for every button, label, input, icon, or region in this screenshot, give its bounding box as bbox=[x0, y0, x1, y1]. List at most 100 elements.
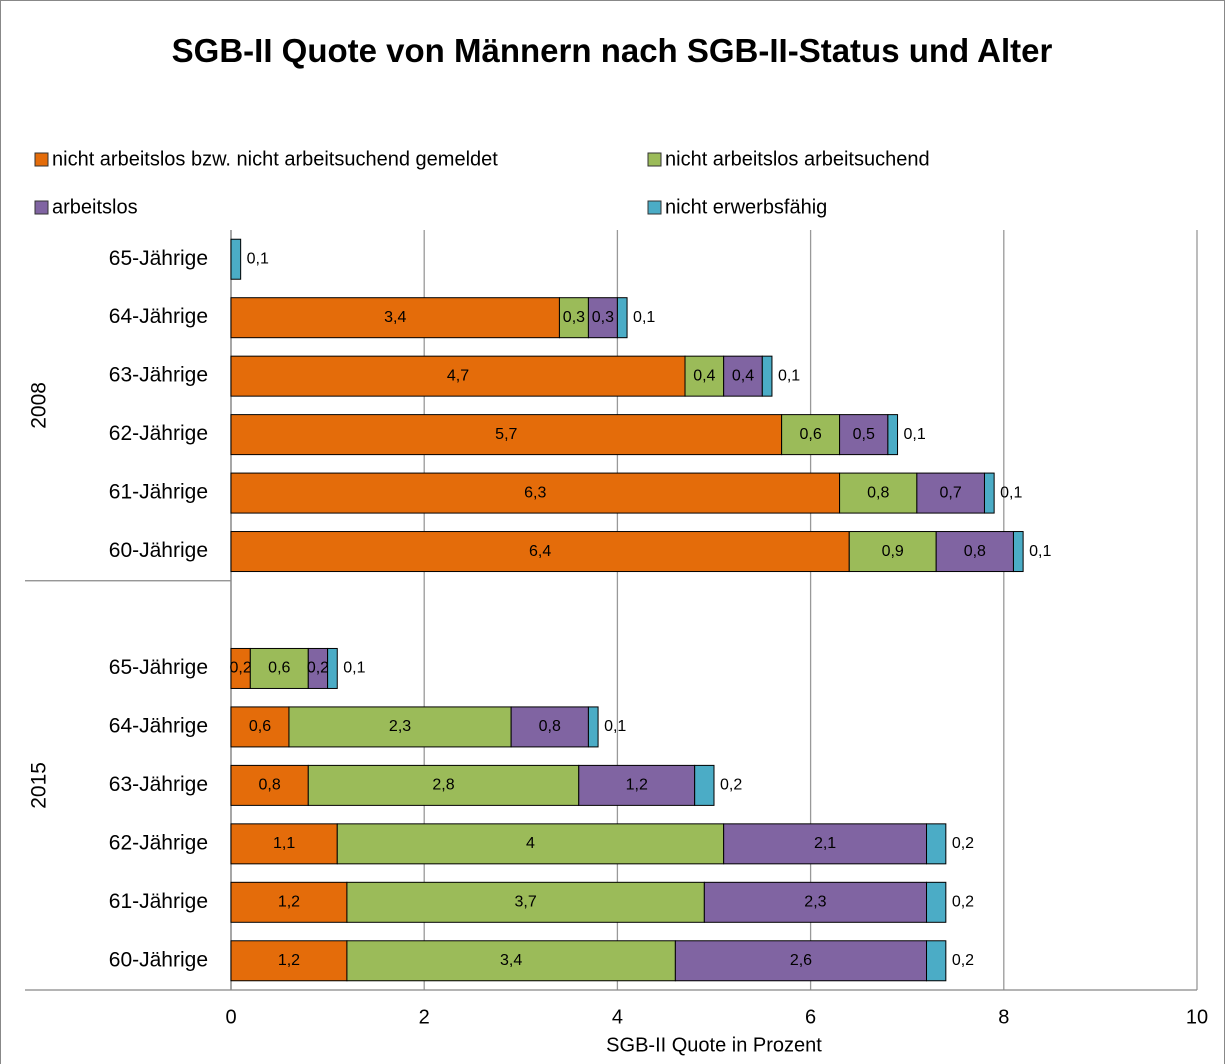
bar-segment bbox=[926, 823, 947, 865]
y-tick-label: 64-Jährige bbox=[109, 305, 208, 328]
bar-segment bbox=[926, 881, 947, 923]
data-label: 1,2 bbox=[278, 952, 300, 969]
bar-segment bbox=[616, 297, 628, 339]
y-tick-label: 61-Jährige bbox=[109, 481, 208, 504]
bar-segment bbox=[230, 531, 850, 573]
data-label: 0,2 bbox=[307, 660, 329, 677]
data-label: 0,1 bbox=[778, 367, 800, 384]
y-tick-label: 60-Jährige bbox=[109, 948, 208, 971]
x-tick-label: 10 bbox=[1186, 1006, 1208, 1028]
data-label: 0,2 bbox=[720, 777, 742, 794]
data-label: 1,2 bbox=[278, 894, 300, 911]
bar-segment bbox=[230, 414, 783, 456]
data-label: 0,7 bbox=[940, 484, 962, 501]
bar-segment bbox=[230, 940, 348, 982]
y-tick-label: 64-Jährige bbox=[109, 714, 208, 737]
data-label: 0,9 bbox=[882, 543, 904, 560]
data-label: 0,1 bbox=[343, 660, 365, 677]
data-label: 0,1 bbox=[247, 250, 269, 267]
data-label: 1,2 bbox=[626, 777, 648, 794]
bar-segment bbox=[848, 531, 937, 573]
y-tick-label: 60-Jährige bbox=[109, 539, 208, 562]
x-tick-label: 8 bbox=[998, 1006, 1009, 1028]
bar-segment bbox=[935, 531, 1014, 573]
legend-swatch bbox=[647, 152, 662, 167]
data-label: 0,4 bbox=[732, 367, 754, 384]
data-label: 0,1 bbox=[1000, 484, 1022, 501]
y-tick-label: 65-Jährige bbox=[109, 247, 208, 270]
data-label: 0,1 bbox=[1029, 543, 1051, 560]
legend-label: nicht arbeitslos bzw. nicht arbeitsuchen… bbox=[52, 148, 498, 170]
data-label: 0,1 bbox=[633, 309, 655, 326]
bar-segment bbox=[983, 472, 995, 514]
bar-segment bbox=[723, 355, 763, 397]
y-tick-label: 63-Jährige bbox=[109, 773, 208, 796]
bar-segment bbox=[230, 823, 338, 865]
bar-segment bbox=[346, 881, 705, 923]
data-label: 0,8 bbox=[964, 543, 986, 560]
bar-segment bbox=[336, 823, 725, 865]
legend-label: nicht erwerbsfähig bbox=[665, 196, 827, 218]
data-label: 0,8 bbox=[539, 718, 561, 735]
bar-segment bbox=[510, 706, 589, 748]
group-label: 2015 bbox=[28, 762, 51, 809]
group-label: 2008 bbox=[28, 382, 51, 429]
data-label: 0,6 bbox=[249, 718, 271, 735]
data-label: 4 bbox=[526, 835, 535, 852]
y-tick-label: 63-Jährige bbox=[109, 364, 208, 387]
legend-label: nicht arbeitslos arbeitsuchend bbox=[665, 148, 930, 170]
bar-segment bbox=[578, 764, 696, 806]
data-label: 6,3 bbox=[524, 484, 546, 501]
bar-segment bbox=[230, 355, 686, 397]
x-tick-label: 6 bbox=[805, 1006, 816, 1028]
data-label: 0,6 bbox=[268, 660, 290, 677]
legend-swatch bbox=[34, 200, 49, 215]
bar-segment bbox=[684, 355, 725, 397]
data-label: 0,2 bbox=[952, 835, 974, 852]
y-tick-label: 65-Jährige bbox=[109, 656, 208, 679]
y-tick-label: 62-Jährige bbox=[109, 831, 208, 854]
data-label: 1,1 bbox=[273, 835, 295, 852]
data-label: 2,3 bbox=[804, 894, 826, 911]
data-label: 3,4 bbox=[500, 952, 522, 969]
bar-segment bbox=[703, 881, 928, 923]
x-tick-label: 4 bbox=[612, 1006, 623, 1028]
data-label: 4,7 bbox=[447, 367, 469, 384]
x-tick-label: 2 bbox=[419, 1006, 430, 1028]
data-label: 0,6 bbox=[799, 426, 821, 443]
legend-swatch bbox=[34, 152, 49, 167]
data-label: 2,6 bbox=[790, 952, 812, 969]
bar-segment bbox=[1012, 531, 1024, 573]
x-tick-label: 0 bbox=[225, 1006, 236, 1028]
data-label: 3,7 bbox=[515, 894, 537, 911]
y-tick-label: 62-Jährige bbox=[109, 422, 208, 445]
data-label: 3,4 bbox=[384, 309, 406, 326]
data-label: 0,8 bbox=[867, 484, 889, 501]
x-axis-title: SGB-II Quote in Prozent bbox=[606, 1034, 822, 1056]
y-tick-label: 61-Jährige bbox=[109, 890, 208, 913]
bar-segment bbox=[587, 706, 599, 748]
bar-segment bbox=[249, 647, 309, 689]
bar-segment bbox=[230, 706, 290, 748]
data-label: 0,2 bbox=[952, 952, 974, 969]
data-label: 0,4 bbox=[693, 367, 715, 384]
data-label: 0,2 bbox=[952, 894, 974, 911]
data-label: 0,5 bbox=[853, 426, 875, 443]
data-label: 2,8 bbox=[432, 777, 454, 794]
data-label: 5,7 bbox=[495, 426, 517, 443]
bar-segment bbox=[288, 706, 512, 748]
bar-segment bbox=[307, 764, 580, 806]
data-label: 6,4 bbox=[529, 543, 551, 560]
bar-segment bbox=[327, 647, 338, 689]
data-label: 2,3 bbox=[389, 718, 411, 735]
bar-segment bbox=[723, 823, 928, 865]
data-label: 0,3 bbox=[563, 309, 585, 326]
bar-segment bbox=[761, 355, 773, 397]
bar-segment bbox=[230, 472, 841, 514]
bar-segment bbox=[674, 940, 928, 982]
bar-segment bbox=[926, 940, 947, 982]
data-label: 0,8 bbox=[259, 777, 281, 794]
bar-segment bbox=[230, 238, 242, 280]
